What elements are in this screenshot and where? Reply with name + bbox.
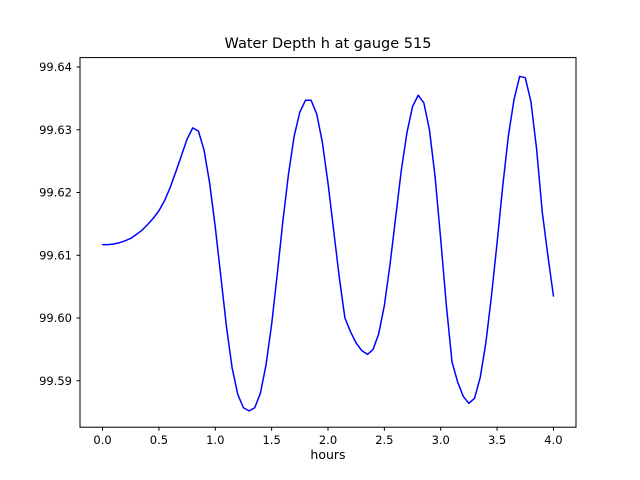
chart-title: Water Depth h at gauge 515 <box>224 36 432 52</box>
y-tick-label: 99.59 <box>39 374 72 388</box>
x-tick-label: 0.5 <box>150 433 168 447</box>
y-tick-label: 99.60 <box>39 311 72 325</box>
x-tick-label: 1.5 <box>262 433 280 447</box>
y-tick-label: 99.61 <box>39 248 72 262</box>
x-axis-label: hours <box>310 447 346 462</box>
x-tick-label: 3.5 <box>488 433 506 447</box>
plot-line <box>101 75 555 412</box>
x-tick-label: 0.0 <box>93 433 111 447</box>
x-tick-label: 3.0 <box>432 433 450 447</box>
y-tick-label: 99.63 <box>39 123 72 137</box>
x-tick-label: 2.5 <box>375 433 393 447</box>
y-tick-label: 99.62 <box>39 186 72 200</box>
y-tick-label: 99.64 <box>39 60 72 74</box>
x-tick-label: 4.0 <box>544 433 562 447</box>
axes-frame <box>79 57 577 428</box>
x-tick-label: 2.0 <box>319 433 337 447</box>
x-tick-label: 1.0 <box>206 433 224 447</box>
